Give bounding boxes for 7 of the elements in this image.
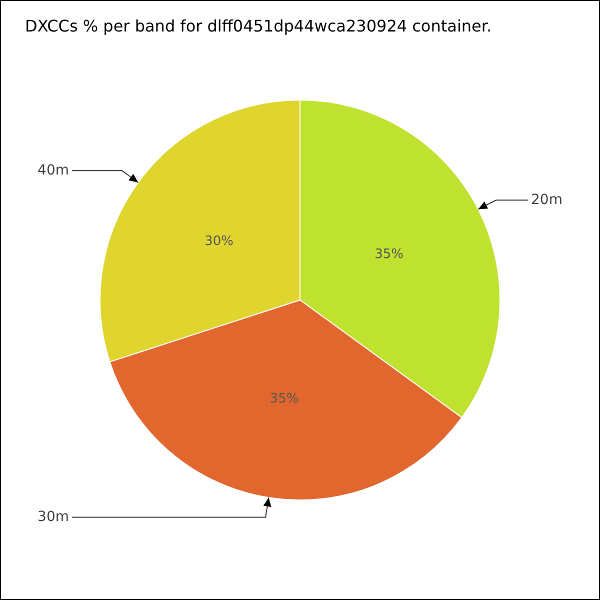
chart-title: DXCCs % per band for dlff0451dp44wca230924 container. xyxy=(25,16,492,36)
slice-label: 30m xyxy=(38,509,69,526)
slice-label: 20m xyxy=(531,192,562,208)
data-label: 35% xyxy=(374,247,404,262)
data-label: 35% xyxy=(270,391,299,406)
slice-label: 40m xyxy=(38,162,69,179)
data-label: 30% xyxy=(204,234,234,249)
